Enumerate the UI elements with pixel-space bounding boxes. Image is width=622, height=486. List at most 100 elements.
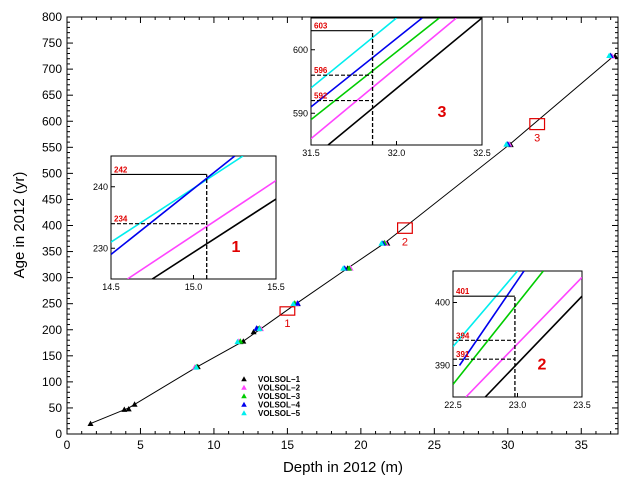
data-point-volsol-5: [193, 364, 200, 370]
legend-label-volsol-4: VOLSOL−4: [258, 401, 301, 410]
inset-series-line-4: [465, 276, 582, 397]
data-point-volsol-1: [121, 406, 128, 412]
inset-x-tick-label: 32.5: [473, 148, 491, 158]
data-point-volsol-1: [250, 328, 257, 335]
inset-1: 242 234 14.5 15.0 15.5 230 240 1: [93, 155, 285, 292]
data-point-volsol-5: [256, 325, 263, 332]
inset-lines: [311, 18, 482, 145]
inset-series-line-3: [453, 271, 544, 385]
y-tick-label: 500: [42, 166, 62, 180]
inset-frame: [310, 17, 483, 146]
data-point-volsol-4: [294, 300, 301, 306]
inset-y-tick-label: 600: [293, 45, 308, 55]
zoom-box-label-1: 1: [284, 318, 290, 330]
x-axis-title: Depth in 2012 (m): [283, 459, 403, 476]
y-tick-label: 650: [42, 88, 62, 102]
inset-value-label: 242: [114, 165, 128, 174]
data-point-volsol-3: [346, 265, 353, 271]
data-point-volsol-5: [290, 300, 297, 307]
legend-label-volsol-2: VOLSOL−2: [258, 384, 301, 393]
inset-y-tick-label: 390: [435, 361, 450, 371]
legend-label-volsol-3: VOLSOL−3: [258, 392, 301, 401]
inset-series-line-1: [111, 156, 244, 243]
inset-number: 1: [232, 239, 241, 256]
y-tick-label: 150: [42, 349, 62, 363]
inset-series-line-2: [311, 18, 423, 108]
inset-y-tick-label: 400: [435, 298, 450, 308]
x-tick-label: 35: [575, 438, 589, 452]
inset-series-line-2: [111, 156, 236, 256]
inset-value-label: 603: [314, 22, 328, 31]
inset-x-tick-label: 14.5: [102, 282, 120, 292]
inset-series-line-1: [311, 18, 398, 89]
y-tick-label: 250: [42, 297, 62, 311]
y-tick-label: 450: [42, 192, 62, 206]
inset-x-tick-label: 15.5: [267, 282, 285, 292]
y-tick-label: 700: [42, 62, 62, 76]
y-tick-label: 750: [42, 36, 62, 50]
legend-marker-volsol-2: [241, 384, 247, 390]
inset-series-line-1: [453, 271, 519, 348]
data-point-volsol-5: [340, 265, 347, 271]
inset-series-line-3: [127, 179, 276, 279]
x-tick-label: 10: [207, 438, 221, 452]
y-tick-label: 50: [49, 401, 63, 415]
inset-layer: 242 234 14.5 15.0 15.5 230 240 1 401 394 391 22.5 23…: [93, 17, 591, 410]
inset-2: 401 394 391 22.5 23.0 23.5 390 400 2: [435, 270, 591, 410]
inset-value-label: 394: [456, 331, 470, 340]
y-tick-label: 300: [42, 271, 62, 285]
data-point-volsol-5: [503, 141, 510, 147]
zoom-box-label-3: 3: [534, 133, 540, 145]
inset-series-line-3: [311, 18, 440, 121]
data-point-volsol-1: [125, 405, 132, 412]
inset-x-tick-label: 23.5: [573, 400, 591, 410]
data-point-volsol-5: [378, 240, 385, 246]
inset-series-line-4: [311, 18, 457, 140]
inset-value-label: 234: [114, 215, 128, 224]
y-axis-title: Age in 2012 (yr): [11, 172, 28, 279]
main-plot: 0 5 10 15 20 25 30 3505010015020025030035040045…: [42, 10, 619, 452]
data-point-volsol-1: [131, 401, 138, 407]
legend-label-volsol-1: VOLSOL−1: [258, 375, 301, 384]
y-tick-label: 800: [42, 10, 62, 24]
x-tick-label: 0: [64, 438, 71, 452]
inset-y-tick-label: 590: [293, 108, 308, 118]
x-tick-label: 15: [281, 438, 295, 452]
inset-value-label: 592: [314, 92, 328, 101]
inset-x-tick-label: 15.0: [185, 282, 203, 292]
inset-value-label: 391: [456, 350, 470, 359]
inset-value-label: 596: [314, 66, 328, 75]
inset-series-line-5: [327, 18, 482, 145]
inset-series-line-2: [458, 271, 525, 366]
inset-value-label: 401: [456, 287, 470, 296]
x-tick-label: 30: [501, 438, 515, 452]
inset-lines: [111, 156, 276, 279]
data-point-volsol-5: [606, 52, 613, 58]
legend-label-volsol-5: VOLSOL−5: [258, 409, 301, 418]
y-tick-label: 100: [42, 375, 62, 389]
inset-3: 603 596 592 31.5 32.0 32.5 590 600 3: [293, 17, 491, 158]
inset-number: 3: [438, 104, 447, 121]
inset-y-tick-label: 230: [93, 243, 108, 253]
x-tick-label: 5: [137, 438, 144, 452]
inset-x-tick-label: 23.0: [509, 400, 527, 410]
zoom-box-layer: 1 2 3: [279, 118, 546, 330]
legend-marker-volsol-1: [241, 376, 247, 382]
inset-y-tick-label: 240: [93, 182, 108, 192]
y-tick-label: 0: [55, 427, 62, 441]
zoom-box-2: [397, 222, 413, 234]
legend-marker-volsol-3: [241, 393, 247, 399]
y-tick-label: 350: [42, 245, 62, 259]
legend-marker-volsol-4: [241, 401, 247, 407]
data-point-volsol-1: [87, 420, 94, 426]
inset-x-tick-label: 32.0: [388, 148, 406, 158]
inset-x-tick-label: 22.5: [444, 400, 462, 410]
inset-series-line-5: [484, 295, 582, 397]
y-tick-label: 400: [42, 219, 62, 233]
inset-lines: [453, 271, 582, 397]
inset-frame: [452, 270, 583, 398]
zoom-box-1: [279, 306, 296, 316]
